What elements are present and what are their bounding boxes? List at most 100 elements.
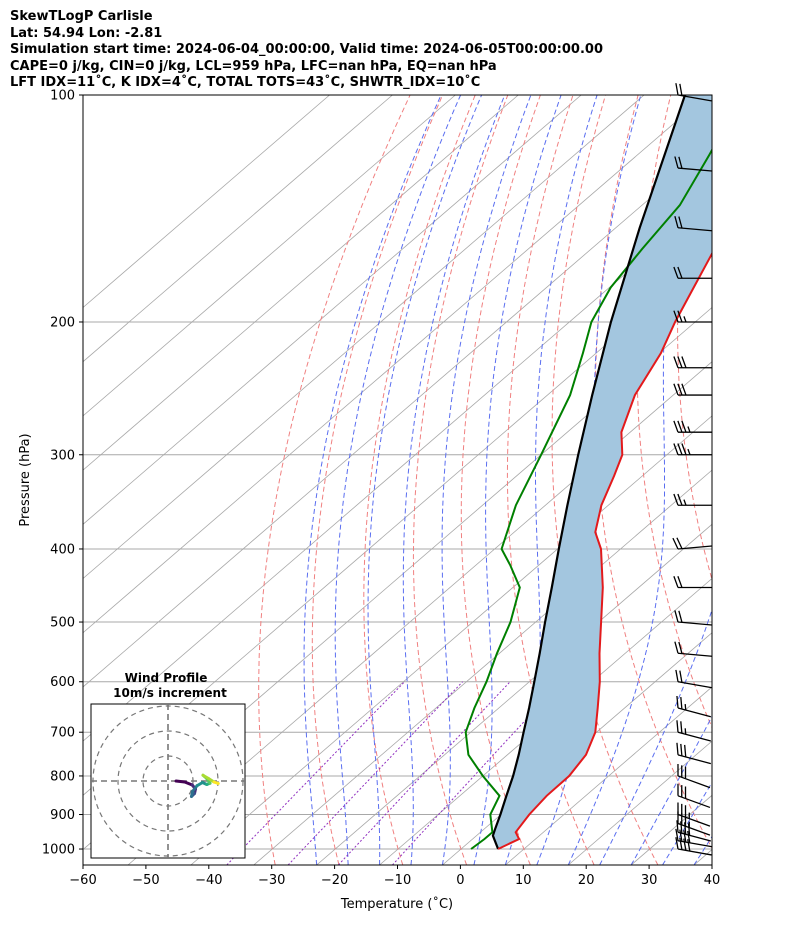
time-line: Simulation start time: 2024-06-04_00:00:…	[10, 42, 603, 57]
moist-adiabat	[367, 95, 483, 865]
wind-barb-staff	[677, 754, 712, 765]
hodograph-title: Wind Profile	[125, 671, 208, 685]
wind-barb-staff	[677, 795, 711, 809]
moist-adiabat	[599, 608, 712, 865]
wind-barb-staff	[677, 731, 712, 742]
mixing-ratio-line	[287, 681, 463, 865]
wind-barb-flag	[674, 216, 679, 228]
isotherm-line	[83, 95, 708, 634]
moist-adiabat	[334, 95, 462, 865]
hodograph-ring	[92, 705, 244, 857]
wind-barb	[675, 837, 712, 856]
moist-adiabat	[473, 95, 562, 865]
x-tick-label: 30	[641, 873, 658, 888]
wind-barb-flag	[673, 310, 679, 323]
wind-barb-flag	[679, 670, 683, 683]
wind-barb-flag	[677, 576, 683, 588]
wind-barb-flag	[676, 720, 679, 733]
wind-barb	[677, 802, 711, 827]
wind-barb	[673, 310, 712, 323]
x-tick-label: −50	[132, 873, 159, 888]
isotherm-line	[757, 95, 794, 865]
wind-barb-flag	[681, 356, 687, 368]
x-tick-label: −60	[69, 873, 96, 888]
wind-barb	[673, 383, 712, 396]
hodograph-ring	[117, 730, 219, 832]
wind-barb-staff	[677, 813, 711, 827]
wind-barb-staff	[677, 545, 712, 550]
wind-barb-flag	[675, 669, 679, 682]
wind-barb-flag	[679, 83, 683, 96]
isotherm-line	[83, 95, 519, 471]
hodograph-segment	[212, 780, 220, 785]
y-tick-label: 700	[50, 726, 75, 741]
x-tick-label: 40	[704, 873, 721, 888]
wind-barb-flag	[677, 420, 683, 433]
moist-adiabat	[402, 95, 506, 865]
wind-barb-flag	[681, 420, 687, 433]
wind-barb	[676, 742, 712, 765]
wind-barb-staff	[677, 848, 712, 856]
wind-barb-flag	[679, 829, 683, 842]
wind-barb-flag	[673, 576, 679, 588]
wind-barb	[673, 420, 712, 433]
wind-barb-half-flag	[683, 316, 687, 323]
wind-barb-flag	[684, 744, 687, 757]
wind-barb-half-flag	[687, 426, 691, 433]
wind-barb	[677, 763, 711, 789]
isotherm-line	[83, 144, 712, 688]
wind-barb-flag	[676, 695, 679, 709]
isotherm-line	[83, 95, 456, 417]
wind-barb-flag	[673, 420, 679, 433]
dry-adiabat	[755, 95, 794, 865]
indices-line-1: CAPE=0 j/kg, CIN=0 j/kg, LCL=959 hPa, LF…	[10, 58, 497, 74]
wind-barb-flag	[687, 830, 691, 843]
wind-barb-flag	[673, 356, 679, 368]
wind-barb-flag	[679, 837, 683, 850]
x-tick-label: −30	[258, 873, 285, 888]
isotherm-line	[505, 686, 712, 865]
wind-barb-flag	[684, 822, 687, 835]
wind-barb	[675, 669, 712, 689]
x-tick-label: 0	[456, 873, 464, 888]
x-tick-label: 10	[515, 873, 532, 888]
wind-barb-flag	[677, 443, 683, 455]
mixing-ratio-line	[338, 681, 511, 865]
wind-barb	[673, 576, 712, 589]
location-line: Lat: 54.94 Lon: -2.81	[10, 25, 163, 41]
y-axis-ticks: 100 200 300 400 500 600 700 800 900 1000	[42, 89, 83, 858]
shaded-area	[492, 95, 712, 849]
mixing-ratio-line	[226, 681, 405, 865]
wind-barb	[674, 156, 712, 172]
wind-barb-staff	[677, 621, 712, 626]
wind-barb	[673, 443, 712, 456]
wind-barbs	[672, 83, 712, 856]
wind-barb	[676, 720, 712, 742]
wind-barb-staff	[677, 840, 712, 848]
wind-barb-flag	[675, 828, 679, 841]
wind-barb-flag	[673, 493, 679, 506]
cape-shading	[492, 95, 712, 849]
y-axis-label: Pressure (hPa)	[18, 433, 33, 526]
wind-barb-flag	[672, 537, 679, 550]
wind-barb-staff	[677, 167, 712, 172]
wind-barb-flag	[676, 537, 683, 549]
moist-adiabat	[441, 95, 532, 865]
wind-barb	[673, 266, 712, 279]
chart-header: SkewTLogP Carlisle Lat: 54.94 Lon: -2.81…	[10, 9, 603, 92]
wind-barb-flag	[674, 610, 679, 623]
wind-barb-flag	[673, 383, 679, 396]
y-tick-label: 300	[50, 448, 75, 463]
wind-barb-flag	[681, 443, 687, 455]
x-tick-label: 20	[578, 873, 595, 888]
wind-barb-half-flag	[684, 728, 687, 735]
wind-barb-staff	[677, 94, 712, 102]
wind-barb-flag	[687, 839, 691, 852]
chart-title: SkewTLogP Carlisle	[10, 9, 153, 24]
wind-barb	[675, 83, 712, 102]
wind-barb-flag	[677, 266, 683, 279]
wind-barb-flag	[677, 383, 683, 396]
wind-barb	[673, 356, 712, 369]
x-axis-ticks: −60 −50 −40 −30 −20 −10 0 10 20 30 40	[69, 865, 720, 888]
wind-barb-flag	[675, 837, 679, 850]
